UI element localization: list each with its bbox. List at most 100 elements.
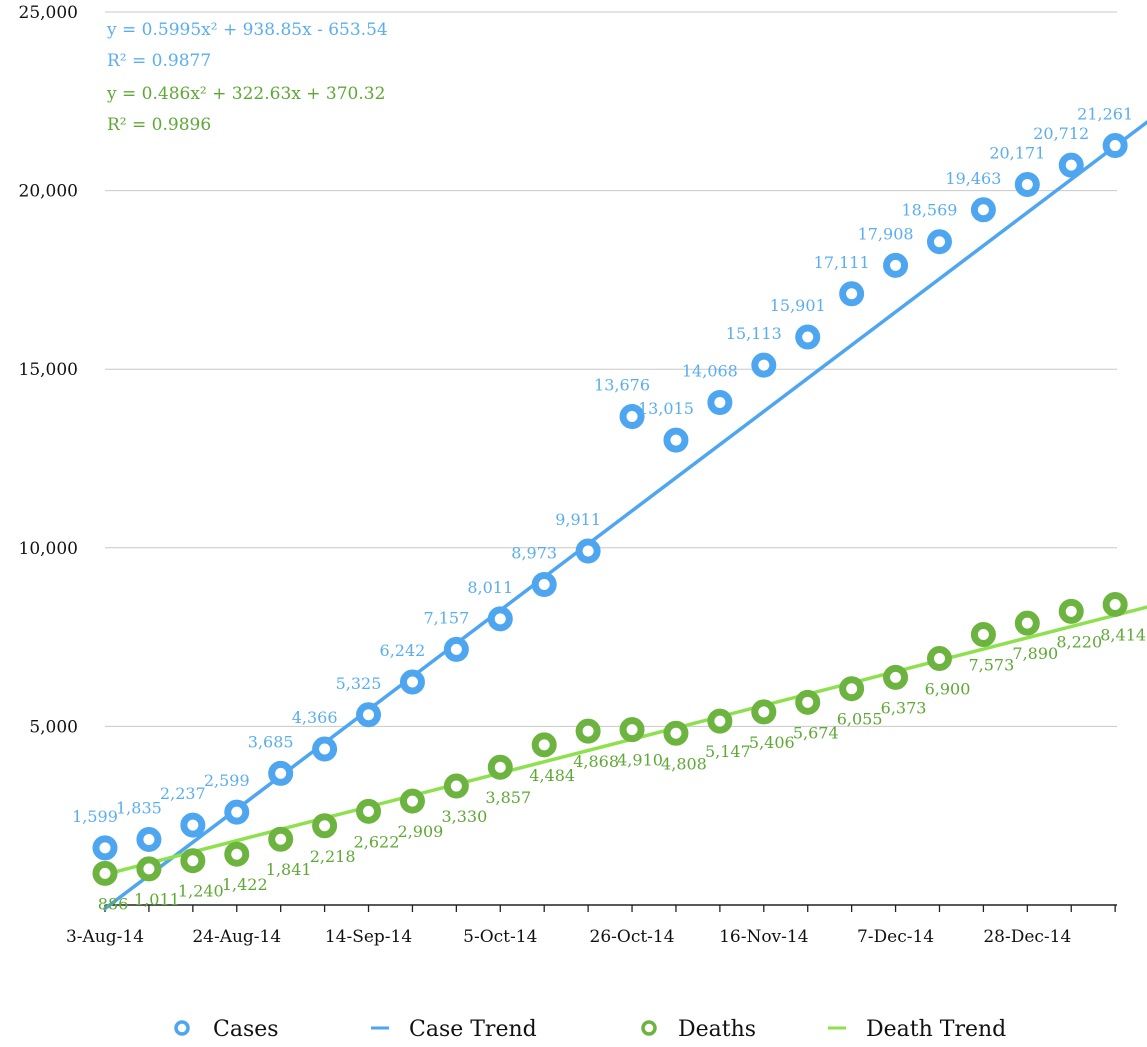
deaths-data-label: 7,890 bbox=[1012, 644, 1058, 663]
cases-data-label: 7,157 bbox=[423, 608, 469, 627]
x-tick-label: 14-Sep-14 bbox=[325, 927, 412, 947]
deaths-point bbox=[1014, 610, 1040, 636]
legend-case-trend-label: Case Trend bbox=[409, 1017, 537, 1042]
cases-point bbox=[487, 606, 513, 632]
cases-data-label: 21,261 bbox=[1077, 105, 1133, 124]
case-trend-r2: R² = 0.9877 bbox=[107, 51, 211, 71]
legend-cases-marker bbox=[174, 1020, 190, 1036]
deaths-point bbox=[224, 841, 250, 867]
deaths-point bbox=[839, 676, 865, 702]
cases-point bbox=[707, 389, 733, 415]
deaths-point bbox=[619, 717, 645, 743]
deaths-data-label: 6,055 bbox=[837, 710, 883, 729]
cases-data-label: 8,973 bbox=[511, 543, 557, 562]
trendlines bbox=[103, 120, 1147, 911]
deaths-point bbox=[751, 699, 777, 725]
x-tick-label: 16-Nov-14 bbox=[719, 927, 808, 947]
cases-data-label: 15,113 bbox=[726, 324, 782, 343]
y-tick-label: 10,000 bbox=[19, 539, 78, 559]
deaths-data-label: 5,147 bbox=[705, 742, 751, 761]
y-tick-label: 5,000 bbox=[29, 717, 78, 737]
cases-point bbox=[619, 403, 645, 429]
cases-data-label: 2,599 bbox=[204, 771, 250, 790]
x-tick-label: 5-Oct-14 bbox=[463, 927, 537, 947]
cases-point bbox=[224, 799, 250, 825]
deaths-point bbox=[531, 732, 557, 758]
cases-point bbox=[795, 324, 821, 350]
x-tick-label: 7-Dec-14 bbox=[857, 927, 934, 947]
deaths-data-label: 6,373 bbox=[881, 698, 927, 717]
cases-point bbox=[575, 538, 601, 564]
cases-point bbox=[180, 812, 206, 838]
deaths-data-label: 1,841 bbox=[266, 860, 312, 879]
cases-point bbox=[92, 835, 118, 861]
cases-data-label: 5,325 bbox=[336, 674, 382, 693]
cases-point bbox=[443, 636, 469, 662]
cases-point bbox=[1102, 133, 1128, 159]
axes: 5,000 10,000 15,000 20,000 25,000 3-Aug-14 24-… bbox=[19, 3, 1117, 947]
x-tick-label: 24-Aug-14 bbox=[192, 927, 281, 947]
deaths-data-label: 7,573 bbox=[968, 655, 1014, 674]
cases-point bbox=[839, 281, 865, 307]
deaths-point bbox=[575, 718, 601, 744]
cases-data-label: 13,676 bbox=[594, 375, 650, 394]
deaths-point bbox=[356, 798, 382, 824]
x-tick-label: 26-Oct-14 bbox=[590, 927, 675, 947]
deaths-point bbox=[180, 848, 206, 874]
deaths-data-label: 1,422 bbox=[222, 875, 268, 894]
deaths-point bbox=[970, 621, 996, 647]
deaths-data-label: 886 bbox=[98, 894, 129, 913]
cases-data-label: 13,015 bbox=[638, 399, 694, 418]
cases-point bbox=[883, 252, 909, 278]
deaths-point bbox=[399, 788, 425, 814]
y-tick-label: 15,000 bbox=[19, 360, 78, 380]
deaths-point bbox=[92, 860, 118, 886]
deaths-data-label: 2,218 bbox=[310, 847, 356, 866]
gridlines bbox=[105, 11, 1117, 727]
cases-data-label: 14,068 bbox=[682, 361, 738, 380]
cases-point bbox=[751, 352, 777, 378]
cases-point bbox=[926, 229, 952, 255]
deaths-point bbox=[795, 689, 821, 715]
x-tick-label: 28-Dec-14 bbox=[983, 927, 1071, 947]
x-tick-label: 3-Aug-14 bbox=[66, 927, 144, 947]
deaths-data-label: 4,868 bbox=[573, 752, 619, 771]
deaths-point bbox=[883, 664, 909, 690]
cases-data-label: 15,901 bbox=[770, 296, 826, 315]
deaths-point bbox=[926, 646, 952, 672]
cases-point bbox=[136, 826, 162, 852]
deaths-data-label: 1,240 bbox=[178, 882, 224, 901]
deaths-data-label: 3,330 bbox=[441, 807, 487, 826]
death-trend-r2: R² = 0.9896 bbox=[107, 115, 211, 135]
cases-data-label: 17,111 bbox=[814, 253, 870, 272]
deaths-data-label: 4,484 bbox=[529, 766, 575, 785]
cases-data-label: 8,011 bbox=[467, 578, 513, 597]
legend: Cases Case Trend Deaths Death Trend bbox=[174, 1017, 1006, 1042]
cases-point bbox=[663, 427, 689, 453]
legend-deaths-marker bbox=[641, 1020, 657, 1036]
cases-point bbox=[312, 736, 338, 762]
cases-data-label: 19,463 bbox=[945, 169, 1001, 188]
cases-point bbox=[356, 702, 382, 728]
deaths-point bbox=[136, 856, 162, 882]
cases-point bbox=[531, 571, 557, 597]
deaths-point bbox=[1058, 598, 1084, 624]
case-trend-line bbox=[103, 120, 1147, 911]
cases-data-label: 17,908 bbox=[858, 224, 914, 243]
cases-data-label: 18,569 bbox=[901, 201, 957, 220]
case-trend-equation: y = 0.5995x² + 938.85x - 653.54 bbox=[106, 20, 388, 40]
deaths-data-label: 8,220 bbox=[1056, 632, 1102, 651]
cases-data-label: 9,911 bbox=[555, 510, 601, 529]
cases-point bbox=[268, 760, 294, 786]
deaths-point bbox=[707, 708, 733, 734]
deaths-data-label: 8,414 bbox=[1100, 625, 1146, 644]
cases-data-label: 1,599 bbox=[72, 807, 118, 826]
deaths-data-label: 4,808 bbox=[661, 754, 707, 773]
cases-point bbox=[1058, 152, 1084, 178]
deaths-point bbox=[443, 773, 469, 799]
deaths-data-label: 5,406 bbox=[749, 733, 795, 752]
trend-equations: y = 0.5995x² + 938.85x - 653.54 R² = 0.9… bbox=[106, 20, 388, 135]
y-tick-label: 25,000 bbox=[19, 3, 78, 23]
